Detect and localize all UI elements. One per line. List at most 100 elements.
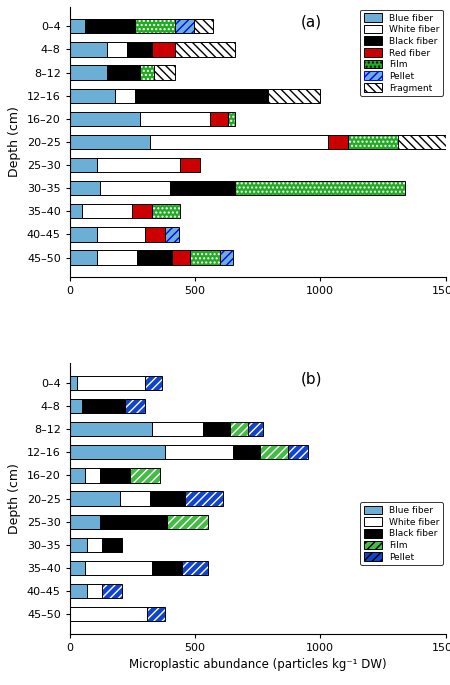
Bar <box>70 158 97 172</box>
Bar <box>348 135 398 149</box>
Bar <box>97 158 180 172</box>
Bar <box>70 376 77 390</box>
Bar <box>115 88 135 103</box>
X-axis label: Microplastic abundance (particles kg⁻¹ DW): Microplastic abundance (particles kg⁻¹ D… <box>129 658 387 671</box>
Bar <box>153 65 175 79</box>
Bar <box>140 65 153 79</box>
Bar <box>148 607 165 621</box>
Bar <box>82 204 132 219</box>
Bar <box>183 561 207 575</box>
Bar <box>170 181 235 195</box>
Bar <box>70 88 115 103</box>
Bar <box>175 42 235 57</box>
Legend: Blue fiber, White fiber, Black fiber, Film, Pellet: Blue fiber, White fiber, Black fiber, Fi… <box>360 502 443 565</box>
Bar <box>230 422 248 436</box>
Bar <box>268 88 320 103</box>
Bar <box>140 65 153 79</box>
Bar <box>165 227 179 242</box>
Bar <box>70 514 100 529</box>
Bar <box>288 445 308 460</box>
Legend: Blue fiber, White fiber, Black fiber, Red fiber, Film, Pellet, Fragment: Blue fiber, White fiber, Black fiber, Re… <box>360 10 443 96</box>
Bar <box>70 445 165 460</box>
Bar <box>233 445 260 460</box>
Bar <box>102 584 122 598</box>
Bar <box>248 422 263 436</box>
Bar <box>148 607 165 621</box>
Y-axis label: Depth (cm): Depth (cm) <box>8 106 21 177</box>
Bar <box>220 251 233 264</box>
Bar <box>228 112 235 126</box>
Bar <box>70 399 82 413</box>
Bar <box>153 204 180 219</box>
Bar <box>70 251 97 264</box>
Bar <box>70 607 148 621</box>
Bar <box>140 65 153 79</box>
Bar <box>100 181 170 195</box>
Bar <box>228 112 235 126</box>
Bar <box>70 204 82 219</box>
Bar <box>180 158 200 172</box>
Bar <box>70 469 85 483</box>
Bar <box>97 251 137 264</box>
Bar <box>183 561 207 575</box>
Bar <box>398 135 450 149</box>
Bar <box>194 19 212 34</box>
Bar <box>190 251 220 264</box>
Text: (a): (a) <box>301 15 322 30</box>
Bar <box>85 561 153 575</box>
Bar <box>398 135 450 149</box>
Bar <box>172 251 190 264</box>
Bar <box>135 19 175 34</box>
Bar <box>70 584 87 598</box>
Bar <box>137 251 172 264</box>
Bar <box>82 399 125 413</box>
Bar <box>167 514 207 529</box>
Bar <box>165 227 179 242</box>
Bar <box>148 607 165 621</box>
Bar <box>328 135 348 149</box>
Bar <box>125 399 145 413</box>
Bar <box>210 112 228 126</box>
Bar <box>120 491 150 506</box>
Bar <box>70 112 140 126</box>
Bar <box>153 65 175 79</box>
Bar <box>77 376 145 390</box>
Bar <box>145 376 162 390</box>
Text: (b): (b) <box>301 371 322 386</box>
Bar <box>288 445 308 460</box>
Bar <box>145 227 165 242</box>
Bar <box>130 469 160 483</box>
Bar <box>135 19 175 34</box>
Bar <box>202 422 230 436</box>
Bar <box>194 19 212 34</box>
Bar <box>167 514 207 529</box>
Y-axis label: Depth (cm): Depth (cm) <box>8 463 21 534</box>
Bar <box>220 251 233 264</box>
Bar <box>248 422 263 436</box>
Bar <box>100 514 167 529</box>
Bar <box>220 251 233 264</box>
Bar <box>235 181 405 195</box>
Bar <box>70 19 85 34</box>
Bar <box>260 445 288 460</box>
Bar <box>175 19 194 34</box>
Bar <box>183 561 207 575</box>
Bar <box>70 135 150 149</box>
Bar <box>153 204 180 219</box>
Bar <box>185 491 223 506</box>
Bar <box>145 376 162 390</box>
Bar <box>248 422 263 436</box>
Bar <box>260 445 288 460</box>
Bar <box>132 204 153 219</box>
Bar <box>153 204 180 219</box>
Bar <box>194 19 212 34</box>
Bar <box>87 584 102 598</box>
Bar <box>108 42 127 57</box>
Bar <box>153 42 175 57</box>
Bar <box>85 469 100 483</box>
Bar <box>230 422 248 436</box>
Bar <box>153 422 202 436</box>
Bar <box>100 469 130 483</box>
Bar <box>130 469 160 483</box>
Bar <box>175 19 194 34</box>
